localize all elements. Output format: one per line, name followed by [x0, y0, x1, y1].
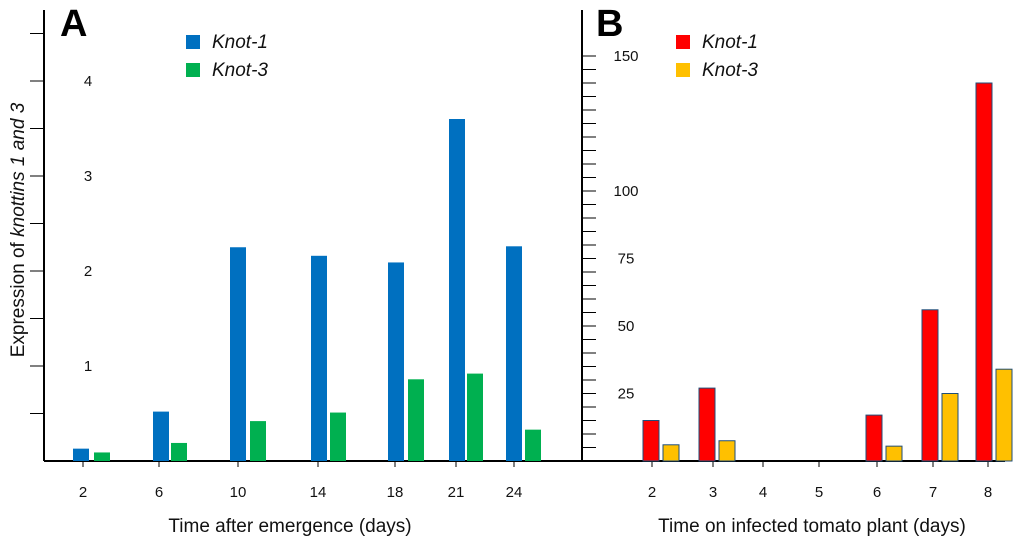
x-tick-label: 6: [873, 484, 881, 501]
legend-label-knot-1: Knot-1: [702, 32, 758, 53]
y-tick-label: 2: [84, 263, 92, 280]
panel-a-letter: A: [60, 3, 87, 45]
bar-knot-3-24: [525, 429, 541, 461]
panel-a-bars: [73, 119, 541, 461]
y-axis-label-italic: knottins 1 and 3: [8, 102, 29, 237]
x-tick-label: 7: [929, 484, 937, 501]
bar-knot-3-6: [171, 442, 187, 461]
panel-a-legend: Knot-1 Knot-3: [186, 32, 268, 81]
x-tick-label: 2: [648, 484, 656, 501]
bar-knot-3-2: [94, 452, 110, 461]
legend-label-knot-1: Knot-1: [212, 32, 268, 53]
panel-a-axes: 1 2 3 4 2 6 10 14 18 21 24: [30, 10, 585, 501]
legend-swatch-knot-1: [676, 35, 690, 49]
bar-knot-1-18: [388, 262, 404, 461]
x-tick-label: 4: [759, 484, 767, 501]
x-tick-label: 24: [506, 484, 523, 501]
legend-swatch-knot-3: [676, 63, 690, 77]
bar-knot-3-14: [330, 412, 346, 461]
legend-swatch-knot-1: [186, 35, 200, 49]
y-tick-label: 25: [618, 386, 635, 403]
y-axis-label-plain: Expression of: [8, 237, 29, 357]
y-tick-label: 50: [618, 318, 635, 335]
bar-knot-1-8: [975, 82, 993, 462]
x-tick-label: 14: [310, 484, 327, 501]
x-tick-label: 5: [815, 484, 823, 501]
y-tick-label: 150: [613, 48, 638, 65]
y-tick-label: 3: [84, 168, 92, 185]
bar-knot-1-7: [921, 309, 939, 462]
bar-knot-3-3: [718, 440, 736, 462]
bar-knot-1-2: [73, 448, 89, 461]
panel-a-x-axis-label: Time after emergence (days): [168, 516, 411, 537]
bar-knot-1-6: [865, 414, 883, 462]
bar-knot-1-24: [506, 246, 522, 461]
panel-b-legend: Knot-1 Knot-3: [676, 32, 758, 81]
bar-knot-3-7: [941, 393, 959, 462]
bar-knot-1-21: [449, 119, 465, 461]
bar-knot-3-2: [662, 444, 680, 462]
panel-b-bars: [642, 82, 1013, 462]
bar-knot-1-2: [642, 420, 660, 462]
bar-knot-3-6: [885, 445, 903, 462]
x-tick-label: 8: [984, 484, 992, 501]
x-tick-label: 2: [79, 484, 87, 501]
bar-knot-1-10: [230, 247, 246, 461]
legend-label-knot-3: Knot-3: [212, 60, 268, 81]
y-tick-label: 1: [84, 358, 92, 375]
panel-b-letter: B: [596, 3, 623, 45]
x-tick-label: 6: [155, 484, 163, 501]
y-tick-label: 4: [84, 73, 92, 90]
panel-a-y-axis-label: Expression of knottins 1 and 3: [8, 102, 29, 357]
bar-knot-3-21: [467, 373, 483, 461]
bar-knot-1-3: [698, 387, 716, 462]
panel-b-axes: 25 50 75 100 150 2 3 4 5 6 7 8: [581, 10, 1005, 501]
legend-label-knot-3: Knot-3: [702, 60, 758, 81]
bar-knot-3-8: [995, 368, 1013, 462]
bar-knot-1-6: [153, 411, 169, 461]
legend-swatch-knot-3: [186, 63, 200, 77]
x-tick-label: 10: [230, 484, 247, 501]
x-tick-label: 21: [448, 484, 465, 501]
bar-knot-3-18: [408, 379, 424, 461]
x-tick-label: 3: [709, 484, 717, 501]
bar-knot-3-10: [250, 421, 266, 461]
x-tick-label: 18: [387, 484, 404, 501]
panel-b-x-axis-label: Time on infected tomato plant (days): [658, 516, 966, 537]
y-tick-label: 75: [618, 251, 635, 268]
bar-knot-1-14: [311, 255, 327, 461]
y-tick-label: 100: [613, 183, 638, 200]
